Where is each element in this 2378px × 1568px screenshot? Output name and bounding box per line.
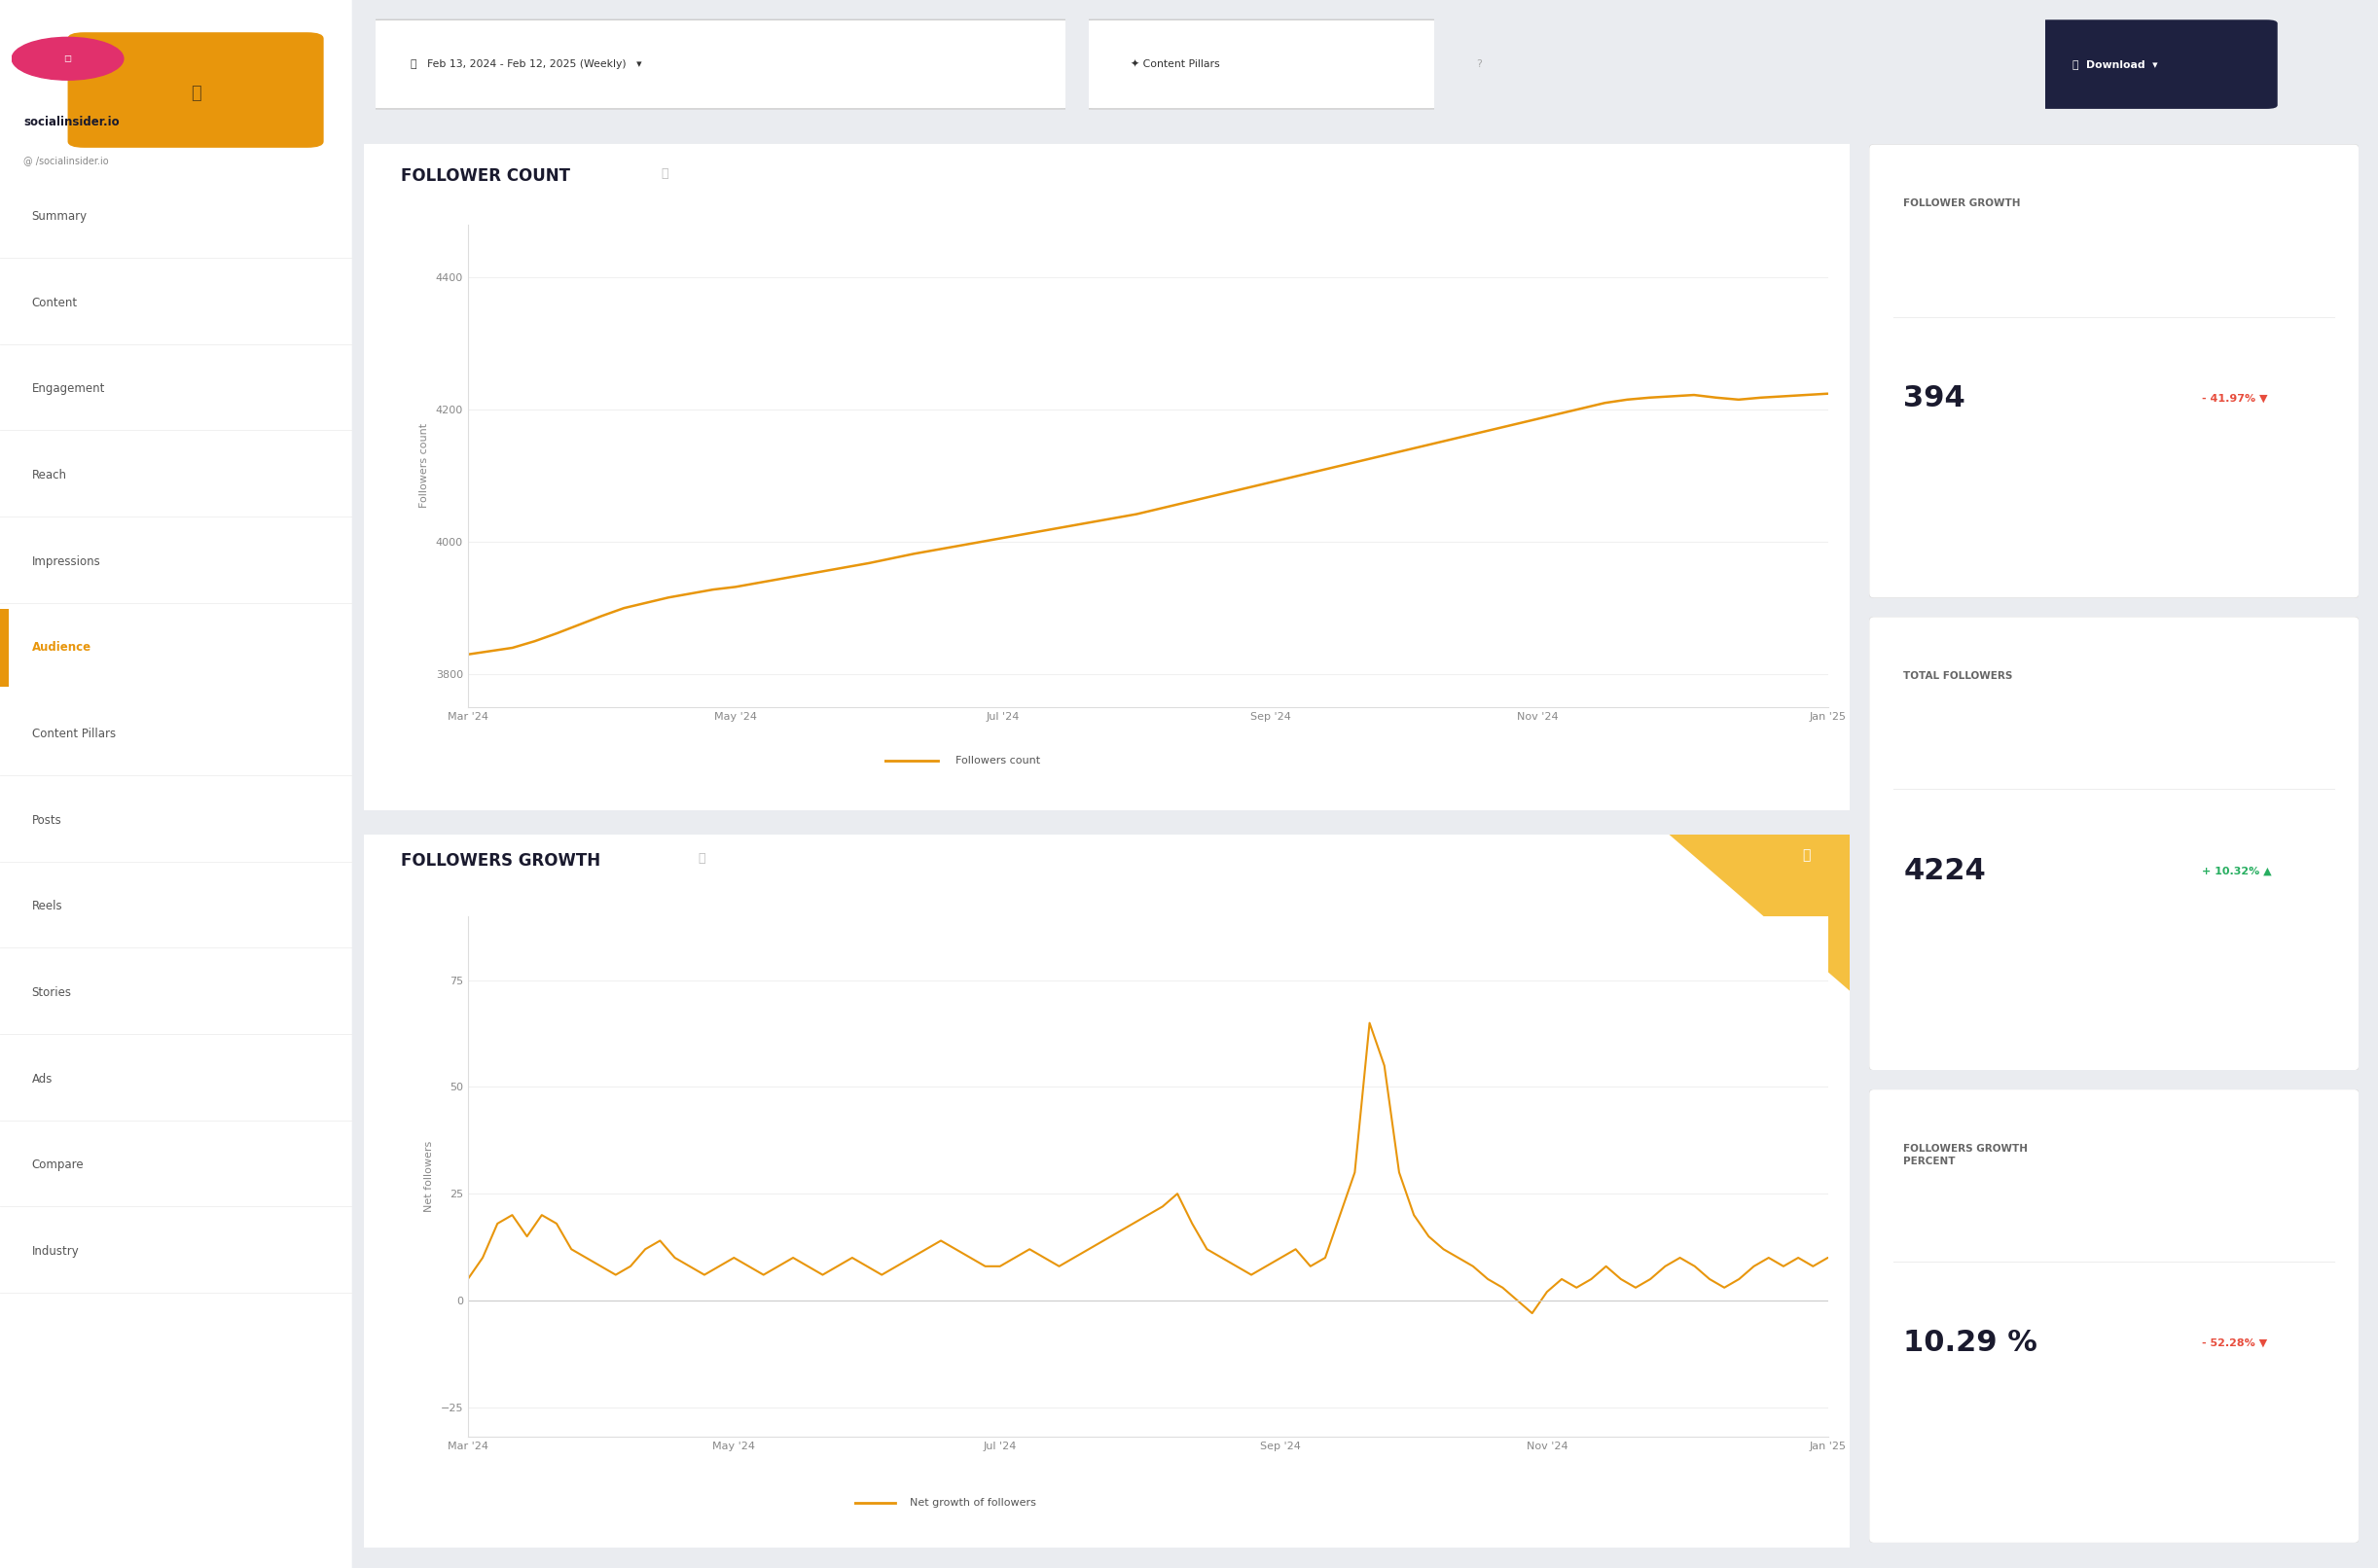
- Text: Impressions: Impressions: [31, 555, 100, 568]
- Text: - 41.97% ▼: - 41.97% ▼: [2202, 394, 2269, 403]
- Text: @ /socialinsider.io: @ /socialinsider.io: [24, 155, 109, 166]
- FancyBboxPatch shape: [1869, 1090, 2359, 1543]
- Text: FOLLOWER COUNT: FOLLOWER COUNT: [402, 168, 571, 185]
- Text: ✦ Content Pillars: ✦ Content Pillars: [1130, 60, 1220, 69]
- FancyBboxPatch shape: [67, 33, 323, 147]
- FancyBboxPatch shape: [1869, 616, 2359, 1071]
- Text: Ads: Ads: [31, 1073, 52, 1085]
- FancyBboxPatch shape: [359, 143, 1855, 812]
- Text: FOLLOWERS GROWTH
PERCENT: FOLLOWERS GROWTH PERCENT: [1902, 1143, 2028, 1167]
- Text: Audience: Audience: [31, 641, 90, 654]
- Text: Content: Content: [31, 296, 78, 309]
- Text: ⤓  Download  ▾: ⤓ Download ▾: [2074, 60, 2157, 69]
- Text: ⓘ: ⓘ: [661, 168, 668, 180]
- Text: 394: 394: [1902, 384, 1967, 412]
- Text: Summary: Summary: [31, 210, 88, 223]
- Text: 📅   Feb 13, 2024 - Feb 12, 2025 (Weekly)   ▾: 📅 Feb 13, 2024 - Feb 12, 2025 (Weekly) ▾: [409, 60, 642, 69]
- FancyBboxPatch shape: [359, 833, 1855, 1549]
- Circle shape: [12, 38, 124, 80]
- Text: 10.29 %: 10.29 %: [1902, 1330, 2038, 1358]
- Text: Industry: Industry: [31, 1245, 78, 1258]
- Text: Reach: Reach: [31, 469, 67, 481]
- Text: Compare: Compare: [31, 1159, 83, 1171]
- FancyBboxPatch shape: [0, 0, 352, 1568]
- Text: + 10.32% ▲: + 10.32% ▲: [2202, 866, 2271, 875]
- Text: 4224: 4224: [1902, 856, 1986, 884]
- Text: 🔍: 🔍: [1803, 848, 1810, 862]
- Text: ⬛: ⬛: [190, 85, 200, 102]
- Text: Posts: Posts: [31, 814, 62, 826]
- Y-axis label: Followers count: Followers count: [419, 423, 428, 508]
- Text: FOLLOWERS GROWTH: FOLLOWERS GROWTH: [402, 851, 602, 870]
- FancyBboxPatch shape: [1080, 20, 1443, 108]
- Text: Stories: Stories: [31, 986, 71, 999]
- Text: Followers count: Followers count: [956, 756, 1039, 765]
- Text: socialinsider.io: socialinsider.io: [24, 116, 119, 129]
- Text: FOLLOWER GROWTH: FOLLOWER GROWTH: [1902, 199, 2021, 209]
- Text: Reels: Reels: [31, 900, 62, 913]
- FancyBboxPatch shape: [1869, 144, 2359, 597]
- Text: Net growth of followers: Net growth of followers: [911, 1497, 1037, 1507]
- Text: ⓘ: ⓘ: [699, 851, 706, 864]
- Text: Content Pillars: Content Pillars: [31, 728, 117, 740]
- Text: Engagement: Engagement: [31, 383, 105, 395]
- FancyBboxPatch shape: [2038, 20, 2278, 108]
- Text: ?: ?: [1477, 60, 1481, 69]
- Y-axis label: Net followers: Net followers: [423, 1142, 433, 1212]
- Polygon shape: [1669, 834, 1850, 991]
- Text: TOTAL FOLLOWERS: TOTAL FOLLOWERS: [1902, 671, 2012, 681]
- Text: - 52.28% ▼: - 52.28% ▼: [2202, 1339, 2269, 1348]
- FancyBboxPatch shape: [354, 20, 1087, 108]
- Bar: [0, 608, 10, 687]
- Text: ◻: ◻: [64, 53, 71, 64]
